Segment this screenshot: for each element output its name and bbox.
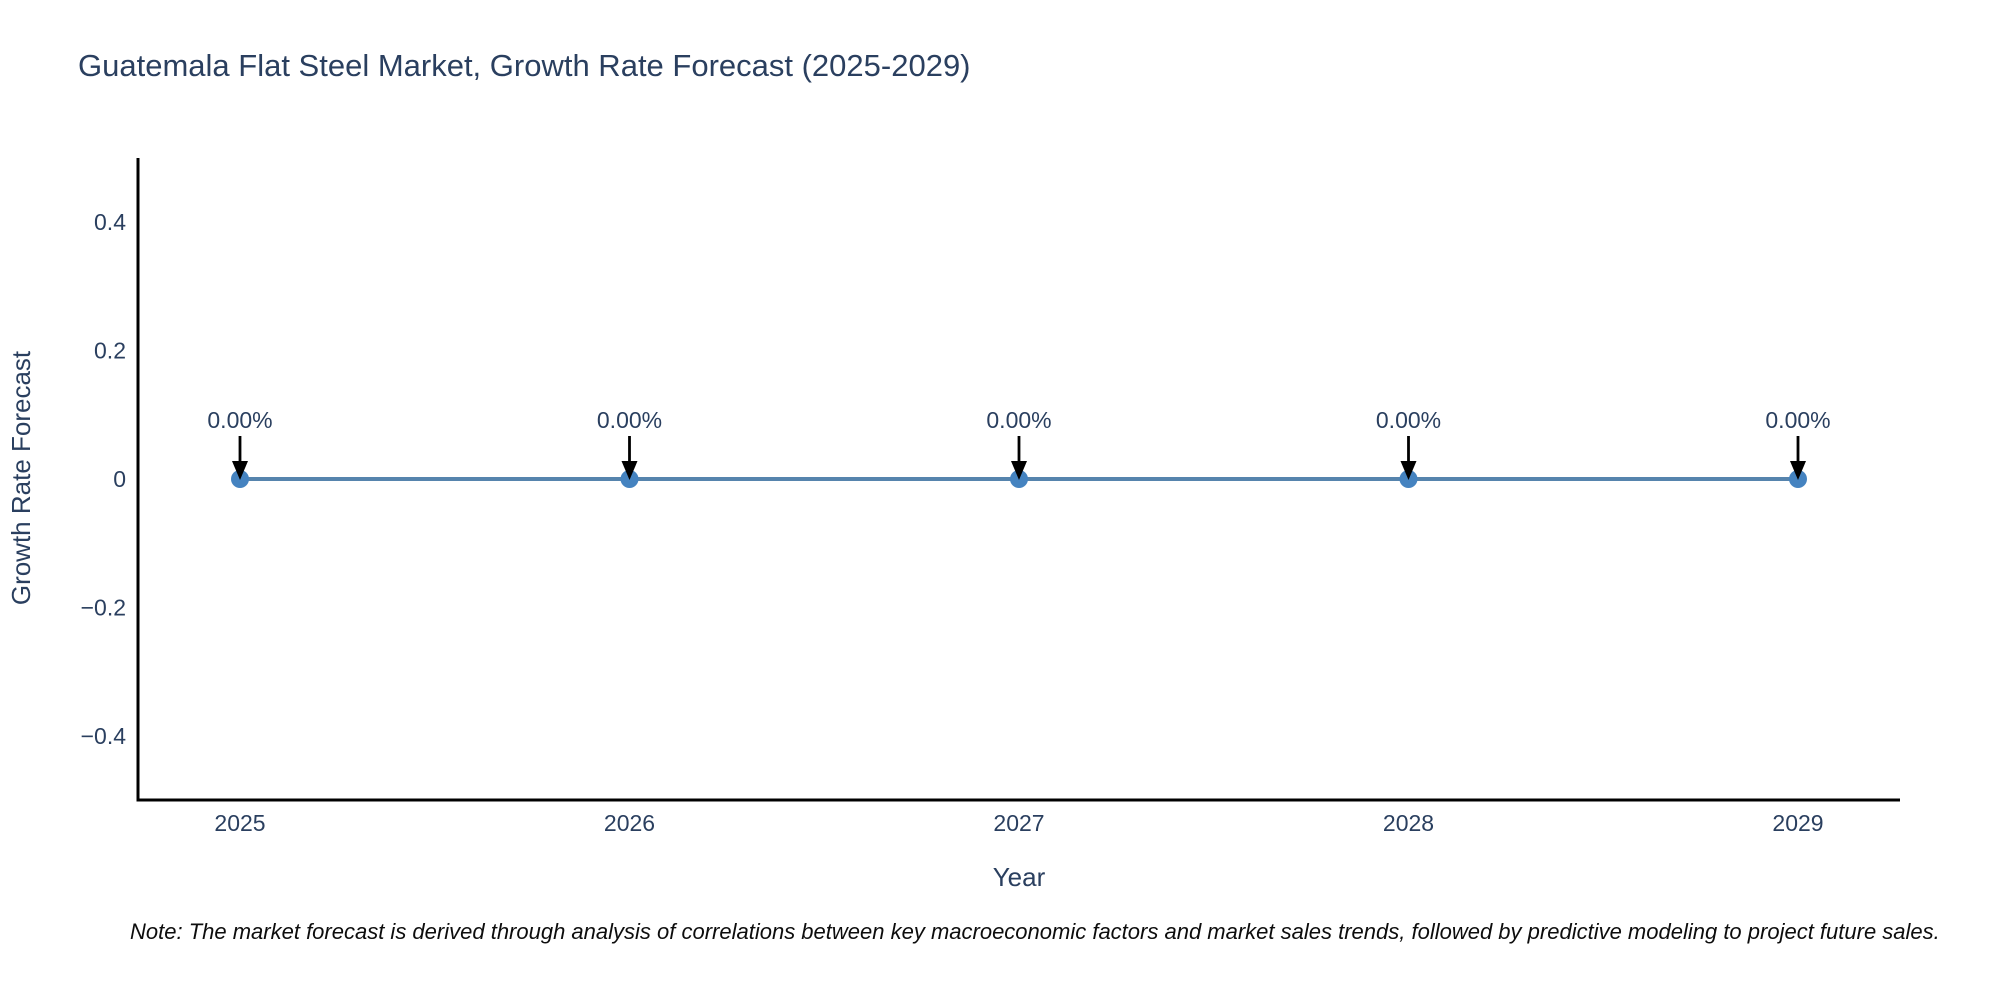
annotations-layer: 0.00% 0.00% 0.00% 0.00% 0.00% — [207, 407, 1831, 480]
point-annotation-label: 0.00% — [986, 407, 1051, 433]
x-tick-label: 2029 — [1772, 810, 1823, 836]
annotation-arrowhead-icon — [232, 461, 248, 480]
point-annotation-label: 0.00% — [597, 407, 662, 433]
annotation-arrowhead-icon — [621, 461, 638, 480]
x-tick-label: 2028 — [1383, 810, 1434, 836]
point-annotation-label: 0.00% — [207, 407, 272, 433]
point-annotation-label: 0.00% — [1765, 407, 1830, 433]
annotation-arrowhead-icon — [1400, 461, 1417, 480]
x-tick-label: 2025 — [214, 810, 265, 836]
x-tick-label: 2027 — [993, 810, 1044, 836]
x-tick-labels: 2025 2026 2027 2028 2029 — [214, 810, 1823, 836]
point-annotation-label: 0.00% — [1376, 407, 1441, 433]
y-tick-label: 0 — [113, 466, 126, 492]
y-tick-label: 0.2 — [94, 338, 126, 364]
y-tick-labels: 0.4 0.2 0 −0.2 −0.4 — [81, 209, 127, 749]
y-tick-label: 0.4 — [94, 209, 126, 235]
annotation-arrowhead-icon — [1011, 461, 1027, 480]
y-axis-title: Growth Rate Forecast — [6, 350, 36, 605]
annotation-arrowhead-icon — [1790, 461, 1806, 480]
chart-title: Guatemala Flat Steel Market, Growth Rate… — [78, 48, 971, 83]
footnote: Note: The market forecast is derived thr… — [130, 919, 1940, 944]
y-tick-label: −0.2 — [81, 594, 126, 620]
axes-layer — [136, 158, 1900, 802]
y-tick-label: −0.4 — [81, 723, 127, 749]
x-axis-title: Year — [993, 862, 1046, 892]
x-tick-label: 2026 — [604, 810, 655, 836]
